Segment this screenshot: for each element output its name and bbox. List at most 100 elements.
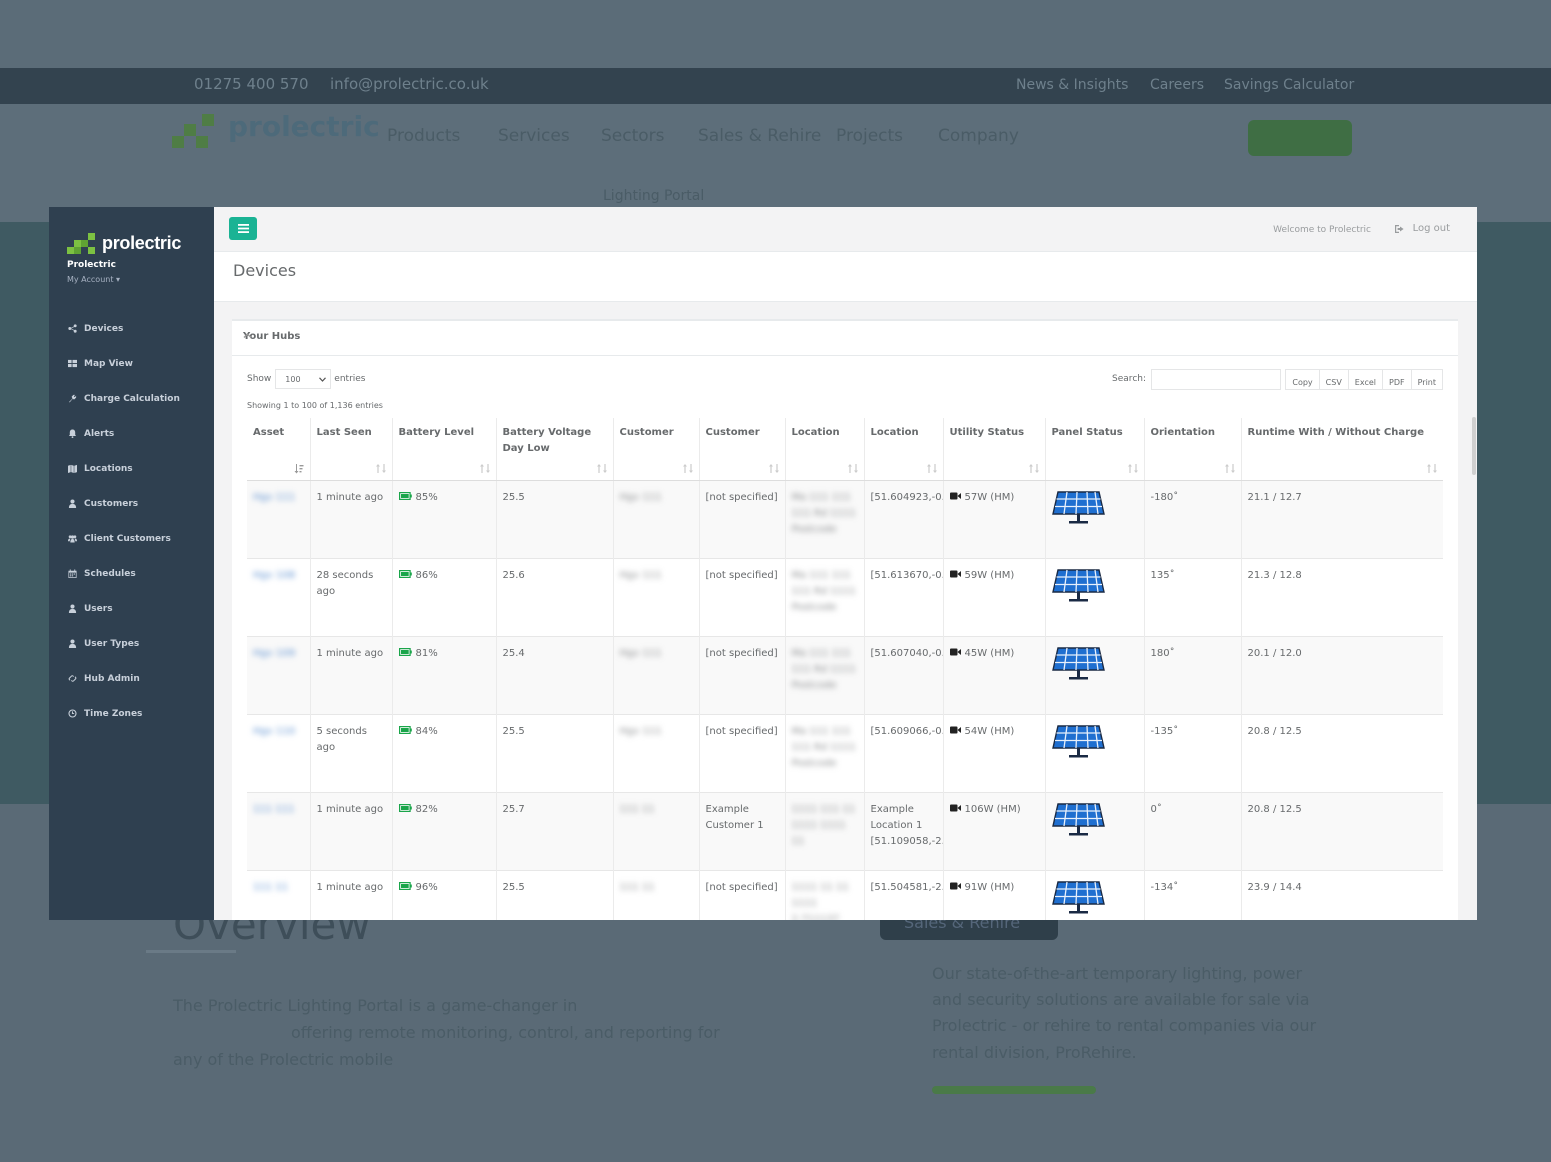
sidebar-item-map-view[interactable]: Map View [49,346,214,381]
table-row[interactable]: Hgv 110 5 seconds ago 84% 25.5 Hgv 111 [not s… [247,713,1443,792]
col-last-seen[interactable]: Last Seen [309,418,392,481]
sidebar-item-charge-calculation[interactable]: Charge Calculation [49,381,214,416]
col-location-2[interactable]: Location [863,418,943,481]
col-customer-2[interactable]: Customer [698,418,785,481]
website-topbar: 01275 400 570 info@prolectric.co.uk News… [0,68,1551,104]
location-cell: 1111 111 11 1111 1111 11 [784,791,864,870]
asset-link[interactable]: Hgv 109 [253,647,296,659]
col-label: Asset [253,427,285,438]
collapse-button[interactable] [243,331,253,341]
utility-value: 54W (HM) [964,725,1015,737]
battery-level: 85% [415,491,438,503]
website-nav-projects: Projects [836,126,904,146]
sidebar-item-users[interactable]: Users [49,591,214,626]
account-dropdown[interactable]: My Account ▾ [67,275,121,284]
location-2-cell: [51.609066,-0.526590] [863,713,943,792]
sidebar-item-schedules[interactable]: Schedules [49,556,214,591]
col-orientation[interactable]: Orientation [1143,418,1241,481]
sidebar-logo[interactable]: prolectric [67,231,181,255]
voltage-cell: 25.5 [495,869,613,920]
battery-cell: 81% [391,635,496,714]
battery-status: 84% [398,724,438,740]
sidebar-item-client-customers[interactable]: Client Customers [49,521,214,556]
customer-cell: Hgv 111 [612,713,699,792]
col-runtime[interactable]: Runtime With / Without Charge [1240,418,1443,481]
sidebar-item-time-zones[interactable]: Time Zones [49,696,214,731]
wrench-icon [67,393,78,404]
orientation-cell: -135˚ [1143,713,1241,792]
utility-cell: 106W (HM) [942,791,1045,870]
voltage-cell: 25.4 [495,635,613,714]
website-link-news: News & Insights [1016,77,1129,93]
table-row[interactable]: Hgv 109 1 minute ago 81% 25.4 Hgv 111 [not sp… [247,635,1443,714]
utility-value: 106W (HM) [964,803,1021,815]
col-customer[interactable]: Customer [612,418,699,481]
asset-link[interactable]: Hgv 108 [253,569,296,581]
asset-cell[interactable]: Hgv 111 [247,479,310,558]
sidebar-item-devices[interactable]: Devices [49,311,214,346]
last-seen-cell: 1 minute ago [309,791,392,870]
asset-link[interactable]: 111 11 [253,881,288,893]
users-icon [67,533,78,544]
pdf-button[interactable]: PDF [1382,369,1412,390]
sidebar-item-user-types[interactable]: User Types [49,626,214,661]
sidebar-item-alerts[interactable]: Alerts [49,416,214,451]
sidebar-item-label: Time Zones [84,708,143,719]
asset-cell[interactable]: 111 11 [247,869,310,920]
table-row[interactable]: 111 11 1 minute ago 96% 25.5 111 11 [not spec… [247,869,1443,920]
sidebar-item-customers[interactable]: Customers [49,486,214,521]
sidebar-item-label: Users [84,603,113,614]
orientation-cell: 180˚ [1143,635,1241,714]
search-group: Search: [1112,368,1281,390]
table-row[interactable]: 111 111 1 minute ago 82% 25.7 111 11 Example … [247,791,1443,870]
logout-link[interactable]: Log out [1394,223,1450,234]
table-header-row: Asset Last Seen Battery Level Battery Vo… [247,418,1443,481]
entries-select[interactable]: 100 [275,369,332,389]
sidebar-item-hub-admin[interactable]: Hub Admin [49,661,214,696]
col-panel-status[interactable]: Panel Status [1044,418,1144,481]
csv-button[interactable]: CSV [1318,369,1349,390]
print-button[interactable]: Print [1410,369,1443,390]
solar-panel-icon [1051,880,1105,919]
col-location[interactable]: Location [784,418,864,481]
table-row[interactable]: Hgv 108 28 seconds ago 86% 25.6 Hgv 111 [not … [247,557,1443,636]
runtime-cell: 20.8 / 12.5 [1240,791,1443,870]
asset-cell[interactable]: Hgv 109 [247,635,310,714]
asset-link[interactable]: Hgv 111 [253,491,296,503]
orientation-cell: 135˚ [1143,557,1241,636]
location-value: Ma 111 111 111 Rd 1111 Postcode [791,491,856,535]
customer-value: 111 11 [619,803,655,815]
col-utility-status[interactable]: Utility Status [942,418,1045,481]
col-battery-voltage[interactable]: Battery Voltage Day Low [495,418,613,481]
asset-link[interactable]: 111 111 [253,803,295,815]
welcome-message: Welcome to Prolectric [1273,225,1371,235]
location-2-cell: [51.613670,-0.524427] [863,557,943,636]
customer-cell: 111 11 [612,869,699,920]
customer-2-cell: [not specified] [698,635,785,714]
sidebar-menu: Devices Map View Charge Calculation Aler… [49,311,214,731]
sidebar-toggle-button[interactable] [229,217,257,240]
asset-cell[interactable]: Hgv 108 [247,557,310,636]
battery-icon [398,568,416,584]
col-asset[interactable]: Asset [247,418,310,481]
asset-link[interactable]: Hgv 110 [253,725,296,737]
panel-header: Your Hubs [232,321,1458,356]
export-buttons: Copy CSV Excel PDF Print [1285,369,1443,390]
website-nav-sectors: Sectors [601,126,665,146]
sidebar-item-locations[interactable]: Locations [49,451,214,486]
excel-button[interactable]: Excel [1347,369,1383,390]
asset-cell[interactable]: Hgv 110 [247,713,310,792]
asset-cell[interactable]: 111 111 [247,791,310,870]
website-overview-line-1: The Prolectric Lighting Portal is a game… [173,996,578,1015]
website-phone: 01275 400 570 [194,75,309,93]
sidebar-item-label: Locations [84,463,133,474]
table-row[interactable]: Hgv 111 1 minute ago 85% 25.5 Hgv 111 [not sp… [247,479,1443,558]
battery-cell: 84% [391,713,496,792]
copy-button[interactable]: Copy [1285,369,1320,390]
runtime-cell: 21.3 / 12.8 [1240,557,1443,636]
utility-value: 59W (HM) [964,569,1015,581]
battery-status: 81% [398,646,438,662]
col-battery-level[interactable]: Battery Level [391,418,496,481]
search-input[interactable] [1151,368,1281,390]
scrollbar[interactable] [1472,417,1476,475]
